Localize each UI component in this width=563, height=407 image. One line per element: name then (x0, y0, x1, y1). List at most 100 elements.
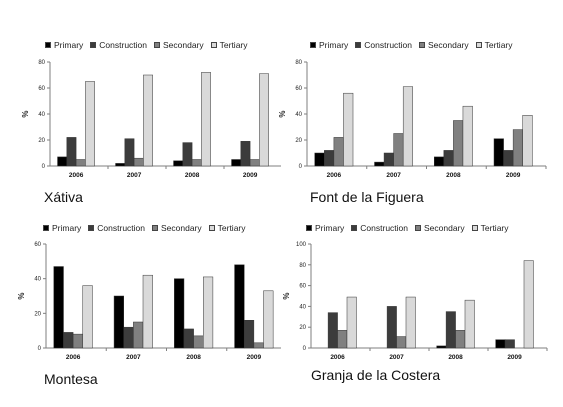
legend-label: Secondary (424, 223, 465, 233)
x-tick-label: 2007 (126, 354, 141, 361)
x-tick-label: 2006 (327, 172, 342, 179)
y-tick-label: 80 (38, 60, 45, 66)
y-tick-label: 60 (38, 86, 45, 92)
legend-item: Primary (45, 40, 83, 50)
legend-label: Primary (319, 40, 349, 50)
legend-label: Secondary (161, 223, 202, 233)
y-tick-label: 80 (299, 263, 306, 269)
y-tick-label: 40 (38, 112, 45, 118)
x-tick-label: 2006 (330, 354, 345, 361)
bar (464, 299, 475, 349)
y-tick-label: 60 (295, 86, 302, 92)
x-tick-label: 2008 (186, 354, 201, 361)
chart-legend: Primary Construction Secondary Tertiary (45, 40, 255, 50)
x-tick-label: 2008 (185, 172, 200, 179)
y-tick-label: 20 (38, 138, 45, 144)
bar (396, 336, 407, 349)
y-axis-label: % (17, 292, 26, 299)
legend-item: Construction (355, 40, 412, 50)
legend-item: Secondary (419, 40, 469, 50)
bar (82, 285, 93, 349)
chart-legend: Primary Construction Secondary Tertiary (43, 223, 253, 233)
legend-swatch (471, 225, 478, 231)
legend-label: Tertiary (484, 40, 513, 50)
x-tick-label: 2008 (448, 354, 463, 361)
legend-item: Primary (310, 40, 348, 50)
bar-chart: 0 20 40 60 80% 2006 2007 2008 2009 (21, 60, 281, 179)
legend-swatch (88, 225, 95, 231)
legend-swatch (90, 42, 97, 48)
bar (386, 306, 397, 349)
bar (346, 296, 357, 349)
y-tick-label: 0 (42, 164, 46, 170)
legend-swatch (152, 225, 158, 231)
bar (436, 345, 447, 349)
bar (495, 339, 506, 349)
bar (504, 339, 515, 349)
legend-label: Tertiary (217, 223, 246, 233)
chart-panel-xativa: Primary Construction Secondary Tertiary … (0, 0, 281, 205)
bar (445, 311, 456, 349)
legend-label: Construction (360, 223, 408, 233)
legend-label: Construction (97, 223, 145, 233)
y-axis-label: % (278, 110, 287, 117)
x-tick-label: 2009 (506, 172, 521, 179)
legend-swatch (415, 225, 421, 231)
legend-label: Primary (315, 223, 345, 233)
bar (240, 141, 251, 167)
bar (66, 137, 77, 167)
legend-item: Primary (306, 223, 344, 233)
legend-label: Tertiary (480, 223, 509, 233)
bar (327, 312, 338, 349)
chart-panel-montesa: Primary Construction Secondary Tertiary … (0, 0, 281, 407)
bar (234, 264, 245, 349)
chart-title: Montesa (44, 371, 98, 387)
chart-legend: Primary Construction Secondary Tertiary (306, 223, 516, 233)
bar (343, 92, 354, 167)
y-tick-label: 40 (299, 304, 306, 310)
legend-label: Secondary (428, 40, 469, 50)
x-tick-label: 2009 (507, 354, 522, 361)
chart-panel-font-de-la-figuera: Primary Construction Secondary Tertiary … (278, 40, 547, 205)
legend-swatch (475, 42, 482, 48)
bar (405, 296, 416, 349)
y-axis-label: % (21, 110, 30, 117)
y-tick-label: 60 (34, 242, 41, 248)
y-tick-label: 40 (34, 277, 41, 283)
bar (263, 290, 274, 349)
x-tick-label: 2007 (389, 354, 404, 361)
legend-swatch (210, 42, 217, 48)
x-tick-label: 2007 (386, 172, 401, 179)
bar (85, 81, 95, 167)
legend-item: Tertiary (475, 40, 513, 50)
x-tick-label: 2006 (66, 354, 81, 361)
bar (455, 330, 466, 349)
legend-swatch (419, 42, 425, 48)
legend-swatch (43, 225, 49, 231)
y-tick-label: 80 (295, 60, 302, 66)
bar (402, 86, 414, 167)
chart-title: Font de la Figuera (310, 189, 424, 205)
legend-label: Primary (54, 40, 84, 50)
legend-swatch (45, 42, 51, 48)
legend-swatch (310, 42, 316, 48)
chart-title: Granja de la Costera (311, 367, 441, 383)
bar (201, 72, 211, 167)
y-axis-label: % (282, 292, 291, 299)
legend-item: Construction (88, 223, 145, 233)
chart-legend: Primary Construction Secondary Tertiary (310, 40, 520, 50)
bar (243, 320, 255, 349)
bar (53, 266, 64, 349)
y-tick-label: 0 (299, 164, 303, 170)
legend-swatch (154, 42, 160, 48)
legend-swatch (208, 225, 215, 231)
legend-item: Construction (90, 40, 147, 50)
y-tick-label: 20 (34, 311, 41, 317)
legend-label: Construction (99, 40, 147, 50)
legend-item: Tertiary (471, 223, 509, 233)
y-tick-label: 20 (295, 138, 302, 144)
legend-swatch (306, 225, 312, 231)
y-tick-label: 100 (296, 242, 307, 248)
